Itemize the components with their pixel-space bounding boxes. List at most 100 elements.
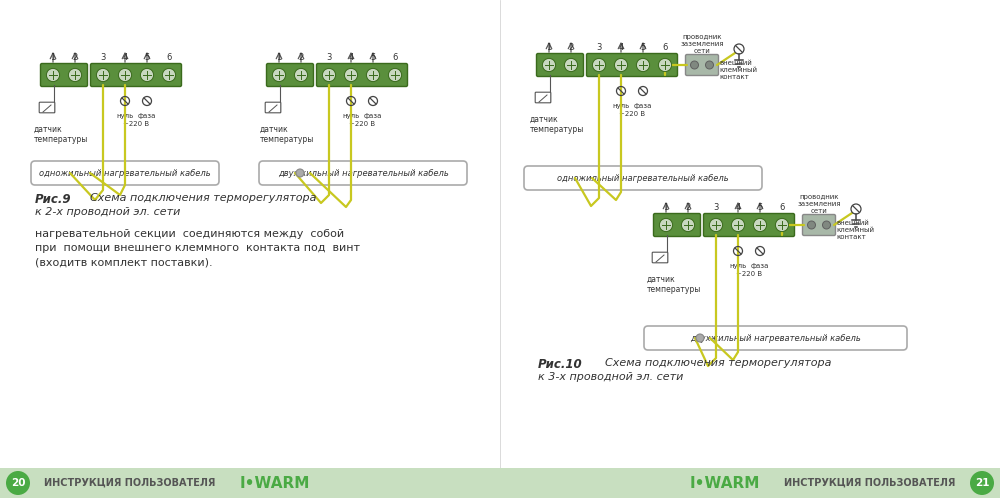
Text: двухжильный нагревательный кабель: двухжильный нагревательный кабель bbox=[278, 168, 448, 177]
Text: фаза: фаза bbox=[364, 113, 382, 119]
Text: при  помощи внешнего клеммного  контакта под  винт: при помощи внешнего клеммного контакта п… bbox=[35, 243, 360, 253]
Circle shape bbox=[162, 68, 176, 82]
Circle shape bbox=[564, 58, 578, 72]
Text: нуль: нуль bbox=[116, 113, 134, 119]
Circle shape bbox=[696, 334, 704, 342]
Text: внешний
клеммный
контакт: внешний клеммный контакт bbox=[836, 220, 874, 240]
Text: I•WARM: I•WARM bbox=[690, 476, 760, 491]
FancyBboxPatch shape bbox=[652, 252, 668, 263]
Text: Рис.10: Рис.10 bbox=[538, 358, 583, 371]
Circle shape bbox=[366, 68, 380, 82]
FancyBboxPatch shape bbox=[524, 166, 762, 190]
Circle shape bbox=[709, 219, 723, 232]
Text: ~220 В: ~220 В bbox=[619, 111, 645, 117]
Circle shape bbox=[118, 68, 132, 82]
Text: 1: 1 bbox=[546, 43, 552, 52]
Circle shape bbox=[775, 219, 789, 232]
Text: Рис.9: Рис.9 bbox=[35, 193, 72, 206]
Text: 21: 21 bbox=[975, 478, 989, 488]
Text: к 2-х проводной эл. сети: к 2-х проводной эл. сети bbox=[35, 207, 180, 217]
Text: двухжильный нагревательный кабель: двухжильный нагревательный кабель bbox=[690, 334, 861, 343]
Circle shape bbox=[636, 58, 650, 72]
Text: ИНСТРУКЦИЯ ПОЛЬЗОВАТЕЛЯ: ИНСТРУКЦИЯ ПОЛЬЗОВАТЕЛЯ bbox=[784, 478, 956, 488]
Text: 1: 1 bbox=[50, 53, 56, 62]
Circle shape bbox=[344, 68, 358, 82]
Text: нуль: нуль bbox=[729, 263, 747, 269]
Circle shape bbox=[731, 219, 745, 232]
FancyBboxPatch shape bbox=[644, 326, 907, 350]
Circle shape bbox=[272, 68, 286, 82]
Text: фаза: фаза bbox=[751, 263, 769, 269]
Text: датчик
температуры: датчик температуры bbox=[647, 275, 701, 294]
FancyBboxPatch shape bbox=[31, 161, 219, 185]
Text: 20: 20 bbox=[11, 478, 25, 488]
FancyBboxPatch shape bbox=[686, 54, 718, 76]
FancyBboxPatch shape bbox=[266, 64, 314, 87]
Text: одножильный нагревательный кабель: одножильный нагревательный кабель bbox=[557, 173, 729, 182]
Text: 3: 3 bbox=[596, 43, 602, 52]
FancyBboxPatch shape bbox=[39, 102, 55, 113]
Text: 6: 6 bbox=[166, 53, 172, 62]
Text: проводник
заземления
сети: проводник заземления сети bbox=[680, 34, 724, 54]
Text: 4: 4 bbox=[348, 53, 354, 62]
Text: к 3-х проводной эл. сети: к 3-х проводной эл. сети bbox=[538, 372, 683, 382]
Text: 1: 1 bbox=[276, 53, 282, 62]
Circle shape bbox=[970, 471, 994, 495]
Text: (входитв комплект поставки).: (входитв комплект поставки). bbox=[35, 257, 213, 267]
Text: одножильный нагревательный кабель: одножильный нагревательный кабель bbox=[39, 168, 211, 177]
Text: нуль: нуль bbox=[612, 103, 630, 109]
Text: датчик
температуры: датчик температуры bbox=[530, 115, 584, 134]
Circle shape bbox=[294, 68, 308, 82]
Text: 5: 5 bbox=[757, 203, 763, 212]
Text: Схема подключения терморегулятора: Схема подключения терморегулятора bbox=[605, 358, 832, 368]
Circle shape bbox=[140, 68, 154, 82]
Text: нуль: нуль bbox=[342, 113, 360, 119]
Circle shape bbox=[6, 471, 30, 495]
Circle shape bbox=[388, 68, 402, 82]
Circle shape bbox=[659, 219, 673, 232]
FancyBboxPatch shape bbox=[704, 214, 794, 237]
Text: нагревательной секции  соединяются между  собой: нагревательной секции соединяются между … bbox=[35, 229, 344, 239]
FancyBboxPatch shape bbox=[40, 64, 88, 87]
Text: 4: 4 bbox=[618, 43, 624, 52]
Text: 6: 6 bbox=[392, 53, 398, 62]
Text: проводник
заземления
сети: проводник заземления сети bbox=[797, 194, 841, 214]
Circle shape bbox=[322, 68, 336, 82]
Text: 6: 6 bbox=[662, 43, 668, 52]
FancyBboxPatch shape bbox=[536, 53, 584, 77]
Circle shape bbox=[753, 219, 767, 232]
Text: 3: 3 bbox=[713, 203, 719, 212]
FancyBboxPatch shape bbox=[90, 64, 182, 87]
FancyBboxPatch shape bbox=[265, 102, 281, 113]
Circle shape bbox=[808, 221, 816, 229]
FancyBboxPatch shape bbox=[259, 161, 467, 185]
FancyBboxPatch shape bbox=[316, 64, 408, 87]
Circle shape bbox=[96, 68, 110, 82]
Text: 5: 5 bbox=[640, 43, 646, 52]
Text: 2: 2 bbox=[568, 43, 574, 52]
Text: 2: 2 bbox=[298, 53, 304, 62]
Circle shape bbox=[614, 58, 628, 72]
Circle shape bbox=[706, 61, 714, 69]
Circle shape bbox=[46, 68, 60, 82]
Circle shape bbox=[68, 68, 82, 82]
Text: 1: 1 bbox=[663, 203, 669, 212]
Text: 4: 4 bbox=[735, 203, 741, 212]
Text: 3: 3 bbox=[326, 53, 332, 62]
Text: ~220 В: ~220 В bbox=[349, 121, 375, 127]
Text: ~220 В: ~220 В bbox=[123, 121, 149, 127]
FancyBboxPatch shape bbox=[535, 92, 551, 103]
Text: I•WARM: I•WARM bbox=[240, 476, 310, 491]
FancyBboxPatch shape bbox=[586, 53, 678, 77]
Circle shape bbox=[690, 61, 698, 69]
Circle shape bbox=[681, 219, 695, 232]
FancyBboxPatch shape bbox=[654, 214, 700, 237]
Text: Схема подключения терморегулятора: Схема подключения терморегулятора bbox=[90, 193, 316, 203]
Text: 4: 4 bbox=[122, 53, 128, 62]
Circle shape bbox=[542, 58, 556, 72]
Text: 2: 2 bbox=[685, 203, 691, 212]
Text: датчик
температуры: датчик температуры bbox=[260, 125, 314, 144]
Circle shape bbox=[296, 169, 304, 177]
Text: 6: 6 bbox=[779, 203, 785, 212]
Circle shape bbox=[658, 58, 672, 72]
